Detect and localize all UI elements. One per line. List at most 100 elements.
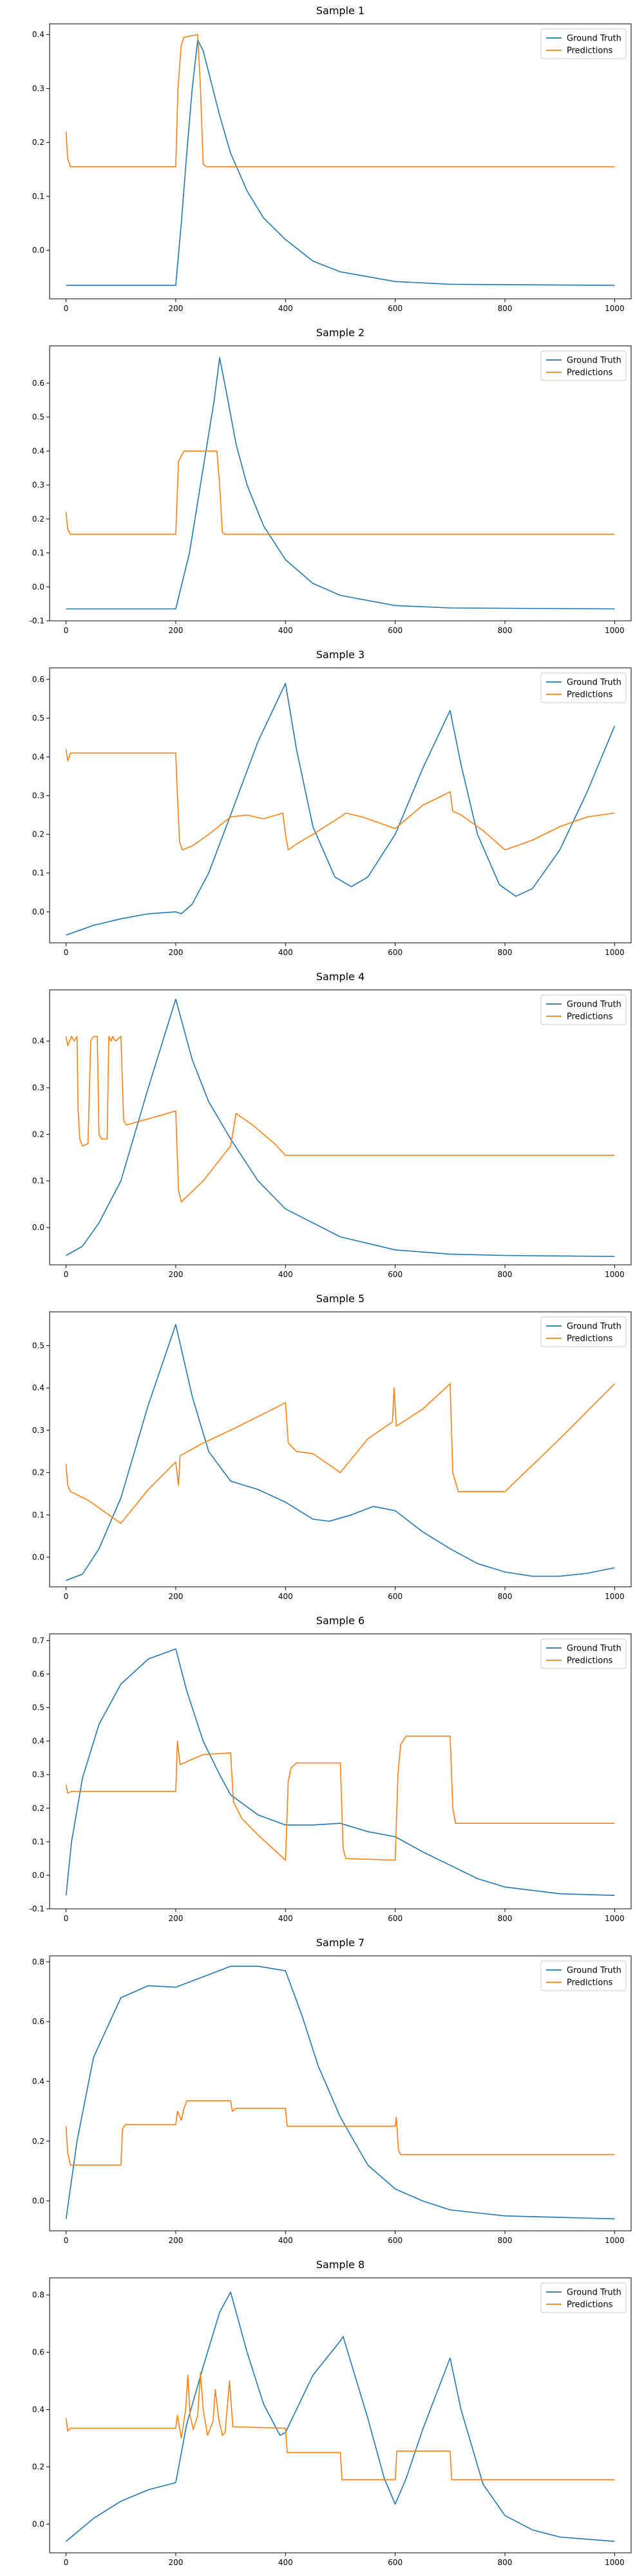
y-tick-label: 0.6	[32, 2017, 44, 2026]
legend-box	[540, 2282, 627, 2313]
chart-title: Sample 8	[316, 2259, 365, 2271]
series-line-ground-truth	[66, 998, 615, 1257]
x-tick-label: 1000	[605, 1270, 625, 1279]
x-tick-label: 200	[168, 304, 183, 313]
plot-frame	[49, 23, 632, 299]
x-tick-label: 1000	[605, 2558, 625, 2567]
series-line-ground-truth	[66, 1323, 615, 1581]
y-tick-label: 0.1	[32, 192, 44, 201]
legend: Ground Truth Predictions	[540, 350, 627, 381]
plot-frame	[49, 989, 632, 1265]
y-tick-label: 0.4	[32, 2405, 44, 2414]
y-tick-label: 0.1	[32, 549, 44, 558]
series-line-ground-truth	[66, 357, 615, 610]
chart-panel-2: Sample 2 0 200 400 600 800 1000 -0.1 0.0 0.1 0.2 0.…	[30, 327, 632, 635]
y-tick-label: -0.1	[30, 616, 44, 625]
y-tick-label: 0.0	[32, 246, 44, 255]
y-tick-label: 0.8	[32, 2291, 44, 2300]
chart-title: Sample 1	[316, 5, 365, 17]
y-tick-label: 0.5	[32, 714, 44, 723]
y-tick-label: 0.6	[32, 1669, 44, 1678]
legend-box	[540, 672, 627, 703]
plot-frame	[49, 345, 632, 621]
x-tick-label: 600	[388, 1914, 402, 1923]
y-tick-label: 0.3	[32, 1426, 44, 1435]
x-tick-label: 200	[168, 2558, 183, 2567]
x-tick-label: 1000	[605, 948, 625, 957]
legend-label-ground-truth: Ground Truth	[567, 1644, 621, 1654]
x-tick-label: 800	[498, 1914, 513, 1923]
y-tick-label: 0.0	[32, 1223, 44, 1232]
y-tick-label: 0.4	[32, 1737, 44, 1746]
y-tick-label: 0.3	[32, 84, 44, 93]
y-tick-label: 0.0	[32, 2520, 44, 2529]
y-tick-label: 0.0	[32, 1553, 44, 1562]
legend-label-predictions: Predictions	[567, 46, 613, 56]
y-tick-label: 0.2	[32, 2463, 44, 2472]
chart-title: Sample 6	[316, 1615, 365, 1627]
y-tick-label: 0.6	[32, 379, 44, 388]
legend-box	[540, 28, 627, 59]
legend-box	[540, 994, 627, 1025]
series-line-predictions	[65, 2372, 615, 2481]
y-tick-label: 0.5	[32, 1341, 44, 1350]
x-tick-label: 200	[168, 2236, 183, 2245]
x-tick-label: 400	[278, 1270, 293, 1279]
x-tick-label: 200	[168, 1914, 183, 1923]
chart-panel-5: Sample 5 0 200 400 600 800 1000 0.0 0.1 0.2 0.3 0.4…	[32, 1293, 632, 1601]
x-tick-label: 0	[64, 626, 69, 635]
x-tick-label: 800	[498, 948, 513, 957]
series-line-ground-truth	[66, 39, 615, 286]
x-tick-label: 600	[388, 2236, 402, 2245]
y-tick-label: 0.5	[32, 413, 44, 422]
legend: Ground Truth Predictions	[540, 994, 627, 1025]
x-tick-label: 0	[64, 1914, 69, 1923]
x-tick-label: 0	[64, 2558, 69, 2567]
y-tick-label: 0.8	[32, 1957, 44, 1966]
chart-panel-7: Sample 7 0 200 400 600 800 1000 0.0 0.2 0.4 0.6 0.8…	[32, 1937, 632, 2245]
legend-label-predictions: Predictions	[567, 1012, 613, 1022]
y-tick-label: 0.1	[32, 1510, 44, 1519]
legend: Ground Truth Predictions	[540, 1316, 627, 1347]
series-line-ground-truth	[66, 683, 616, 936]
legend-label-ground-truth: Ground Truth	[567, 678, 621, 688]
legend-label-predictions: Predictions	[567, 690, 613, 700]
legend-box	[540, 350, 627, 381]
y-tick-label: 0.7	[32, 1636, 44, 1645]
legend-box	[540, 1316, 627, 1347]
y-tick-label: 0.3	[32, 791, 44, 800]
x-tick-label: 600	[388, 948, 402, 957]
series-line-predictions	[65, 33, 615, 167]
x-tick-label: 800	[498, 304, 513, 313]
x-tick-label: 400	[278, 1592, 293, 1601]
x-tick-label: 800	[498, 1592, 513, 1601]
x-tick-label: 0	[64, 2236, 69, 2245]
x-tick-label: 0	[64, 948, 69, 957]
x-tick-label: 400	[278, 304, 293, 313]
chart-panel-3: Sample 3 0 200 400 600 800 1000 0.0 0.1 0.2 0.3 0.4…	[32, 649, 632, 957]
y-tick-label: 0.1	[32, 869, 44, 878]
y-tick-label: 0.5	[32, 1703, 44, 1712]
legend-label-ground-truth: Ground Truth	[567, 34, 621, 44]
x-tick-label: 1000	[605, 626, 625, 635]
series-line-ground-truth	[66, 2291, 615, 2542]
y-tick-label: 0.2	[32, 515, 44, 524]
x-tick-label: 0	[64, 1592, 69, 1601]
y-tick-label: -0.1	[30, 1904, 44, 1913]
y-tick-label: 0.3	[32, 480, 44, 489]
y-tick-label: 0.2	[32, 1130, 44, 1139]
legend: Ground Truth Predictions	[540, 28, 627, 59]
x-tick-label: 400	[278, 626, 293, 635]
plot-frame	[49, 1311, 632, 1587]
chart-panel-1: Sample 1 0 200 400 600 800 1000 0.0 0.1 0.2 0.3 0.4…	[32, 5, 632, 313]
y-tick-label: 0.2	[32, 2137, 44, 2146]
chart-panel-8: Sample 8 0 200 400 600 800 1000 0.0 0.2 0.4 0.6 0.8…	[32, 2259, 632, 2567]
x-tick-label: 600	[388, 1270, 402, 1279]
x-tick-label: 800	[498, 2558, 513, 2567]
chart-panel-4: Sample 4 0 200 400 600 800 1000 0.0 0.1 0.2 0.3 0.4…	[32, 971, 632, 1279]
y-tick-label: 0.6	[32, 2348, 44, 2357]
series-line-ground-truth	[65, 1648, 615, 1896]
y-tick-label: 0.4	[32, 2077, 44, 2086]
series-line-predictions	[65, 1736, 615, 1861]
series-line-predictions	[65, 450, 615, 535]
